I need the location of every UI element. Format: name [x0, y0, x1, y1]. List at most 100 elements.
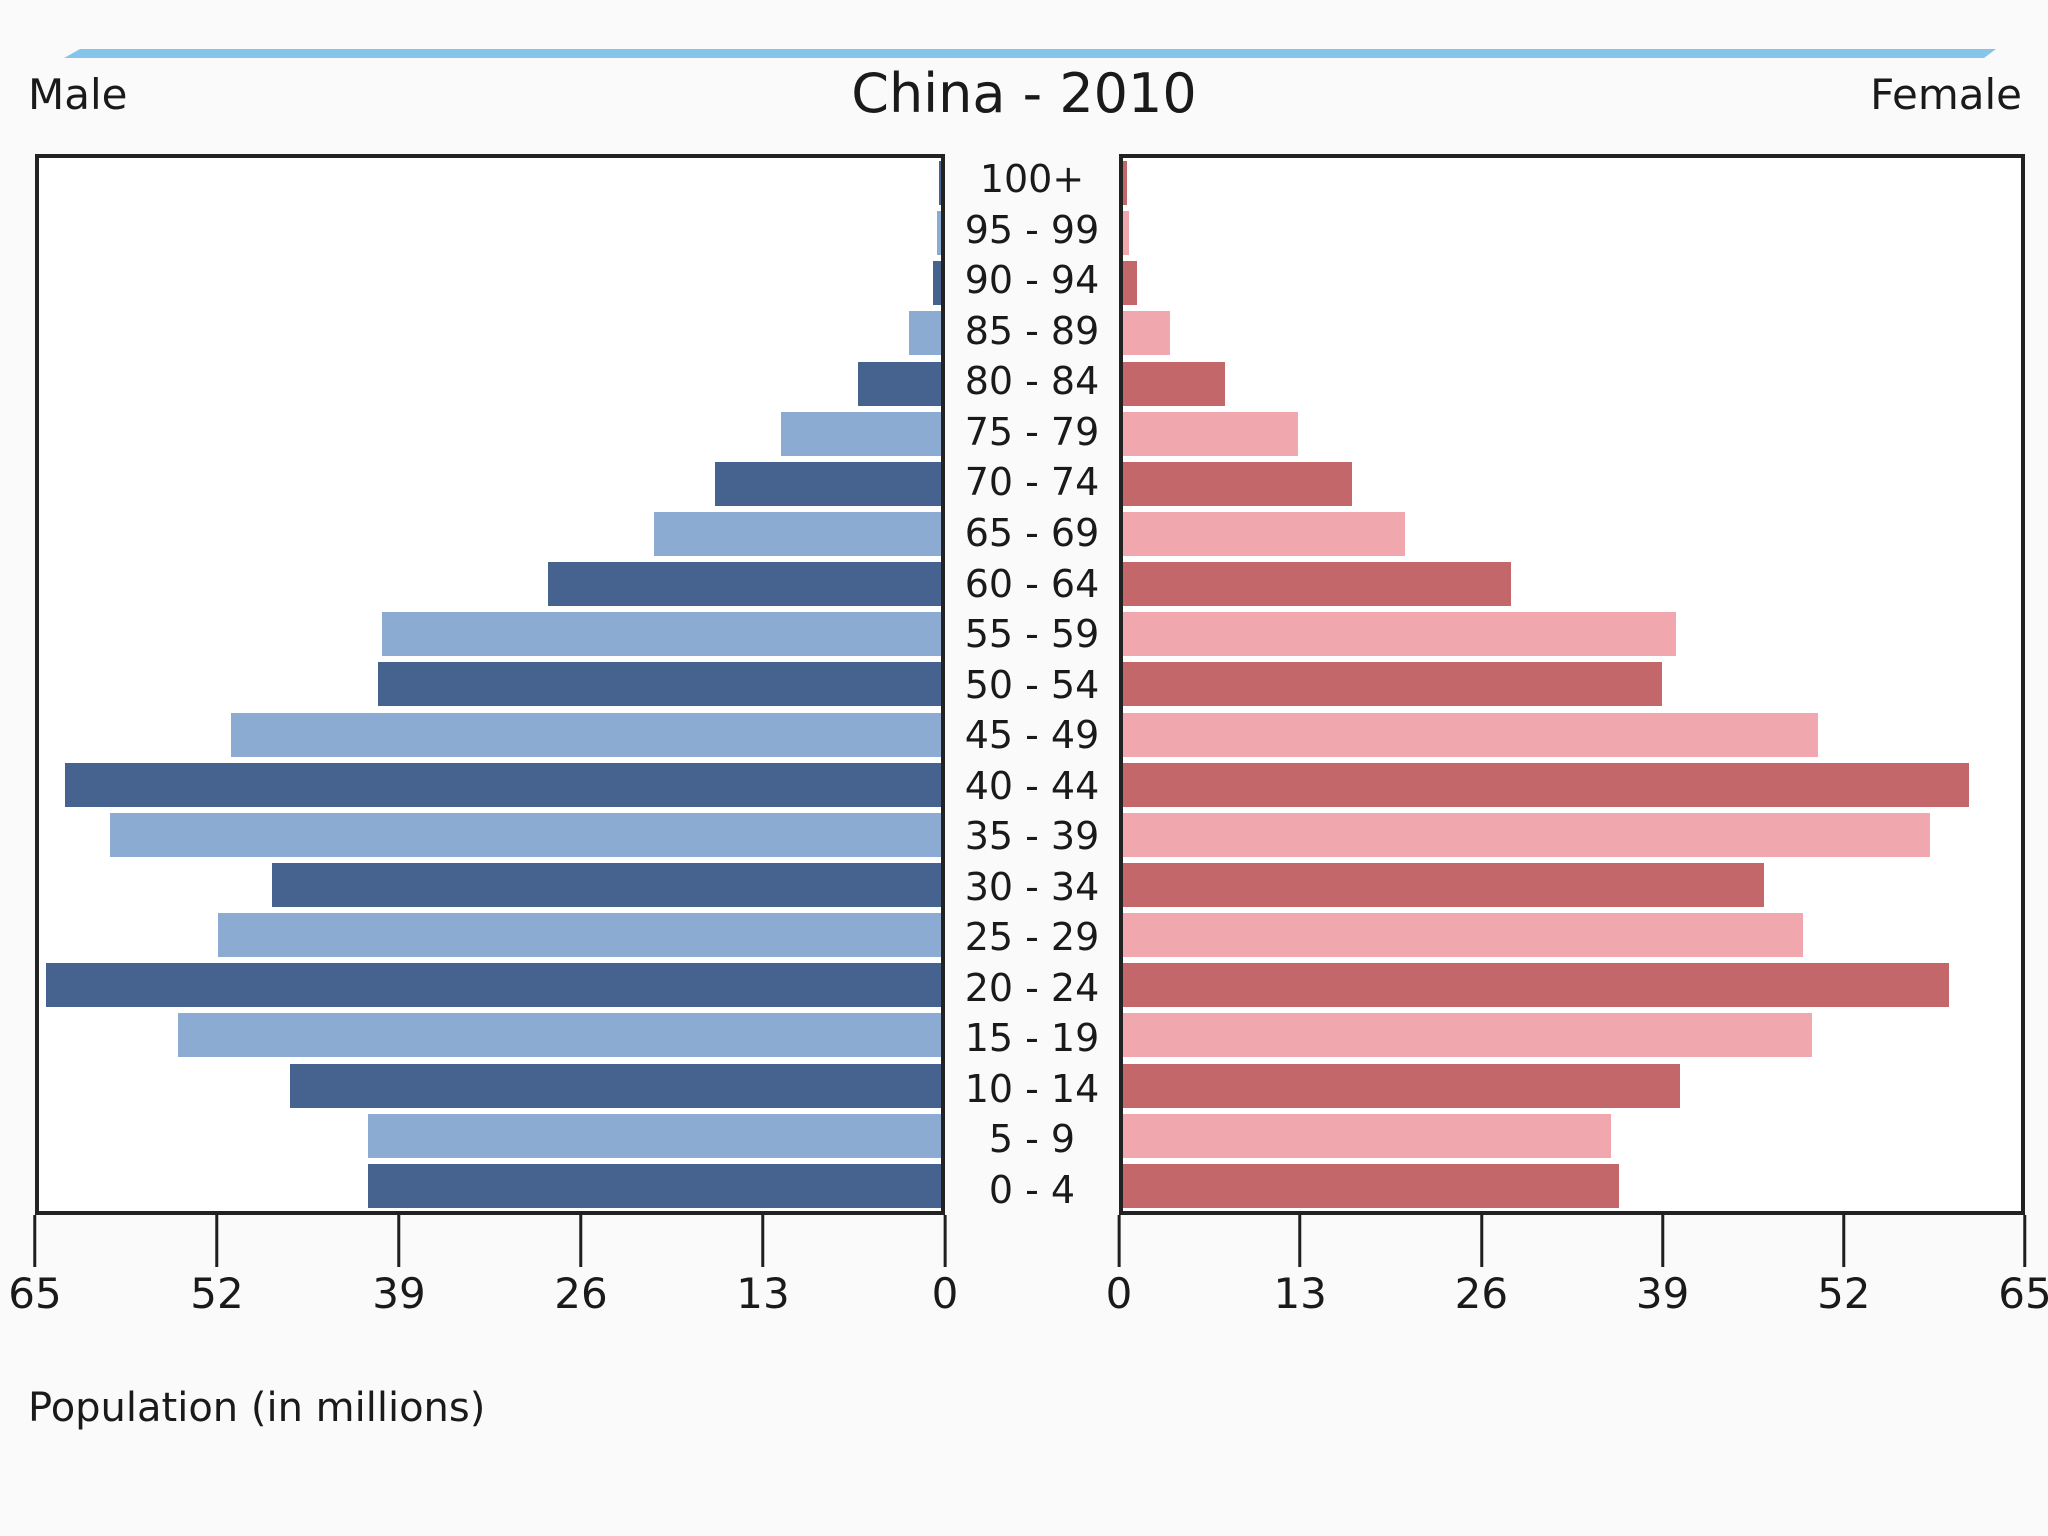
male-row-70-74: [39, 459, 941, 509]
male-row-35-39: [39, 810, 941, 860]
female-row-10-14: [1123, 1061, 2021, 1111]
female-row-55-59: [1123, 609, 2021, 659]
bar-female-90-94: [1123, 261, 1137, 306]
bar-male-75-79: [781, 411, 941, 456]
x-axis-title: Population (in millions): [28, 1385, 486, 1431]
tick-label: 13: [736, 1269, 790, 1318]
male-row-20-24: [39, 960, 941, 1010]
bar-male-0-4: [367, 1163, 941, 1208]
bar-male-100plus: [939, 161, 941, 206]
female-row-90-94: [1123, 258, 2021, 308]
age-label-40-44: 40 - 44: [964, 763, 1100, 808]
female-row-20-24: [1123, 960, 2021, 1010]
age-label-65-69: 65 - 69: [964, 510, 1100, 555]
age-label-45-49: 45 - 49: [964, 713, 1100, 758]
male-row-95-99: [39, 208, 941, 258]
bar-female-55-59: [1123, 612, 1676, 657]
female-row-60-64: [1123, 559, 2021, 609]
x-tick-male-65: 65: [8, 1215, 62, 1315]
age-label-15-19: 15 - 19: [964, 1016, 1100, 1061]
bar-male-95-99: [936, 211, 941, 256]
x-tick-male-0: 0: [932, 1215, 958, 1315]
bar-female-60-64: [1123, 562, 1512, 607]
tick-label: 39: [372, 1269, 426, 1318]
bar-male-55-59: [381, 612, 941, 657]
tick-mark: [1842, 1215, 1846, 1267]
x-tick-male-39: 39: [372, 1215, 426, 1318]
bar-male-10-14: [290, 1063, 941, 1108]
bar-male-85-89: [909, 311, 941, 356]
male-row-100plus: [39, 158, 941, 208]
male-row-40-44: [39, 760, 941, 810]
female-bars-area: [1123, 158, 2021, 1211]
x-tick-female-52: 52: [1817, 1215, 1871, 1315]
tick-label: 13: [1273, 1269, 1327, 1318]
age-label-80-84: 80 - 84: [964, 359, 1100, 404]
bar-female-25-29: [1123, 913, 1803, 958]
female-row-0-4: [1123, 1161, 2021, 1211]
male-row-15-19: [39, 1010, 941, 1060]
male-row-30-34: [39, 860, 941, 910]
tick-label: 26: [1454, 1269, 1509, 1318]
bar-female-35-39: [1123, 812, 1930, 857]
bar-female-85-89: [1123, 311, 1170, 356]
male-panel: [35, 154, 945, 1215]
age-label-5-9: 5 - 9: [988, 1117, 1076, 1162]
bar-male-65-69: [653, 512, 941, 557]
tick-label: 0: [1105, 1269, 1133, 1318]
age-label-10-14: 10 - 14: [964, 1066, 1100, 1111]
female-row-85-89: [1123, 308, 2021, 358]
bar-female-75-79: [1123, 411, 1299, 456]
female-row-5-9: [1123, 1111, 2021, 1161]
age-label-85-89: 85 - 89: [964, 308, 1100, 353]
chart-title: China - 2010: [851, 62, 1197, 125]
bar-female-10-14: [1123, 1063, 1680, 1108]
male-bars-area: [39, 158, 941, 1211]
bar-female-30-34: [1123, 863, 1765, 908]
female-row-75-79: [1123, 409, 2021, 459]
x-tick-male-52: 52: [190, 1215, 244, 1318]
x-tick-male-26: 26: [554, 1215, 608, 1315]
female-row-40-44: [1123, 760, 2021, 810]
male-row-55-59: [39, 609, 941, 659]
male-row-45-49: [39, 710, 941, 760]
female-row-65-69: [1123, 509, 2021, 559]
bar-male-15-19: [177, 1013, 941, 1058]
age-label-95-99: 95 - 99: [964, 207, 1100, 252]
bar-female-45-49: [1123, 712, 1818, 757]
age-label-60-64: 60 - 64: [964, 561, 1100, 606]
x-tick-female-26: 26: [1455, 1215, 1508, 1315]
male-row-80-84: [39, 359, 941, 409]
bar-female-80-84: [1123, 361, 1226, 406]
bar-female-100plus: [1123, 161, 1128, 206]
age-label-25-29: 25 - 29: [964, 915, 1100, 960]
bar-male-50-54: [377, 662, 941, 707]
bar-female-0-4: [1123, 1163, 1619, 1208]
tick-label: 52: [190, 1269, 244, 1318]
tick-mark: [1479, 1215, 1483, 1267]
age-label-75-79: 75 - 79: [964, 409, 1100, 454]
age-label-100plus: 100+: [979, 157, 1085, 202]
x-tick-female-13: 13: [1273, 1215, 1327, 1318]
male-row-75-79: [39, 409, 941, 459]
male-row-10-14: [39, 1061, 941, 1111]
tick-label: 65: [1998, 1269, 2048, 1318]
female-panel: [1119, 154, 2025, 1215]
age-label-50-54: 50 - 54: [964, 662, 1100, 707]
tick-mark: [579, 1215, 583, 1267]
bar-male-70-74: [714, 461, 941, 506]
bar-female-70-74: [1123, 461, 1353, 506]
age-label-90-94: 90 - 94: [964, 258, 1100, 303]
tick-mark: [1117, 1215, 1121, 1267]
male-row-90-94: [39, 258, 941, 308]
tick-mark: [1661, 1215, 1665, 1267]
bar-male-35-39: [109, 812, 941, 857]
bar-male-80-84: [857, 361, 941, 406]
age-axis-labels: 100+ 95 - 99 90 - 94 85 - 89 80 - 84 75 - 79 7…: [941, 154, 1123, 1215]
male-row-25-29: [39, 910, 941, 960]
x-tick-male-13: 13: [736, 1215, 790, 1318]
age-label-0-4: 0 - 4: [988, 1167, 1076, 1212]
bar-male-30-34: [272, 863, 941, 908]
female-row-100plus: [1123, 158, 2021, 208]
